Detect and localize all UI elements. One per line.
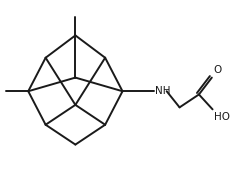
Text: NH: NH xyxy=(155,86,170,96)
Text: HO: HO xyxy=(214,112,230,122)
Text: O: O xyxy=(213,65,222,75)
